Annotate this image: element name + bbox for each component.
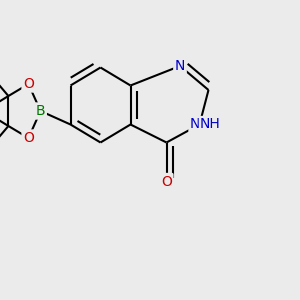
Text: B: B xyxy=(36,104,45,118)
Text: N: N xyxy=(190,118,200,131)
Text: O: O xyxy=(161,175,172,188)
Text: O: O xyxy=(23,131,34,145)
Text: N: N xyxy=(194,118,205,131)
Text: N: N xyxy=(175,59,185,73)
Text: NH: NH xyxy=(200,118,221,131)
Text: O: O xyxy=(23,77,34,91)
